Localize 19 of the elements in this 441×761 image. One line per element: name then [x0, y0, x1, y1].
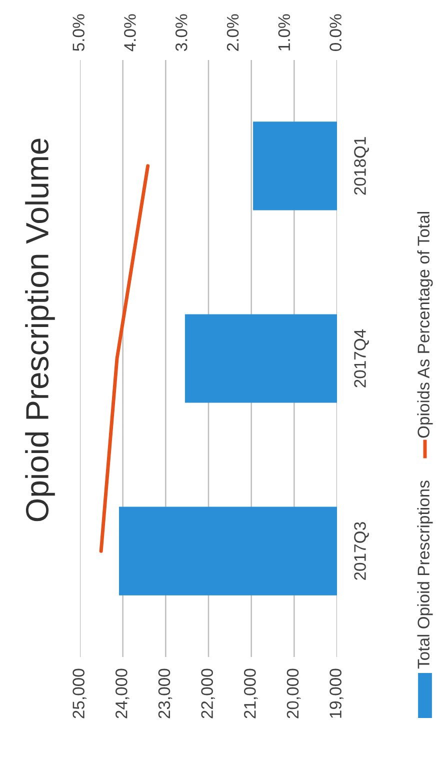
x-tick-label: 24,000	[116, 668, 130, 718]
x-tick-label: 20,000	[286, 668, 301, 718]
y-tick-label: 2017Q4	[354, 329, 369, 388]
x-tick-label: 22,000	[201, 668, 215, 718]
x2-tick-label: 4.0%	[124, 14, 136, 52]
x-tick-label: 25,000	[72, 668, 86, 718]
text: Opioids As Percentage of Total	[417, 212, 433, 438]
x-tick-label: 19,000	[330, 668, 344, 718]
series-label: Total Opioid Prescriptions	[417, 480, 433, 669]
x2-tick-label: 3.0%	[175, 14, 188, 52]
text: Opioid Prescription Volume	[25, 138, 55, 522]
x-tick-label: 23,000	[158, 668, 172, 718]
x-tick-label: 21,000	[244, 668, 258, 718]
x2-tick-label: 2.0%	[226, 14, 239, 51]
x2-tick-label: 5.0%	[72, 14, 84, 51]
x2-tick-label: 1.0%	[278, 14, 290, 50]
y-tick-label: 2017Q3	[354, 522, 369, 580]
y-tick-label: 2018Q1	[354, 137, 369, 195]
x2-tick-label: 0.0%	[330, 14, 342, 52]
